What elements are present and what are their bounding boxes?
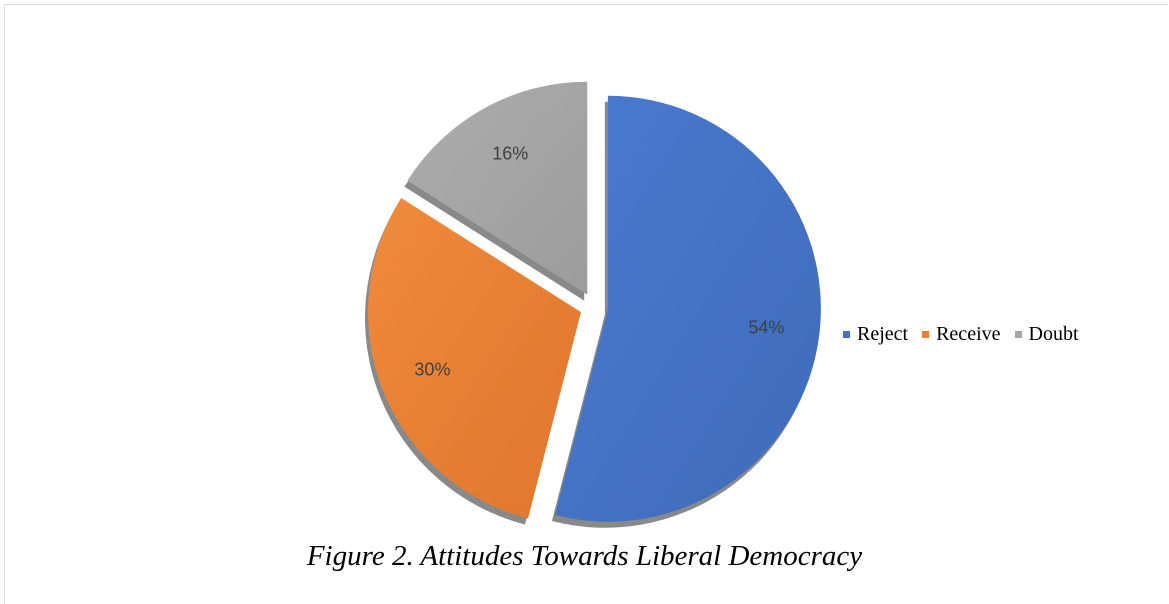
- slices: [367, 81, 821, 522]
- slice-label-doubt: 16%: [492, 143, 528, 163]
- legend-item-reject: Reject: [843, 323, 908, 346]
- legend-swatch-receive: [922, 331, 930, 338]
- legend-label-doubt: Doubt: [1028, 323, 1079, 345]
- legend-label-receive: Receive: [936, 323, 1001, 345]
- legend-item-receive: Receive: [922, 323, 1001, 346]
- legend-swatch-doubt: [1014, 331, 1022, 338]
- slice-receive: [367, 198, 581, 519]
- slice-label-reject: 54%: [748, 318, 784, 338]
- slice-doubt: [407, 81, 588, 295]
- legend: Reject Receive Doubt: [843, 323, 1079, 346]
- slice-labels: 54% 30% 16%: [414, 143, 784, 379]
- legend-item-doubt: Doubt: [1014, 323, 1079, 346]
- slice-reject: [554, 95, 821, 522]
- legend-swatch-reject: [843, 331, 850, 338]
- slice-label-receive: 30%: [414, 360, 450, 380]
- chart-frame: [4, 4, 1168, 604]
- figure-caption: Figure 2. Attitudes Towards Liberal Demo…: [306, 540, 863, 572]
- legend-label-reject: Reject: [857, 323, 909, 345]
